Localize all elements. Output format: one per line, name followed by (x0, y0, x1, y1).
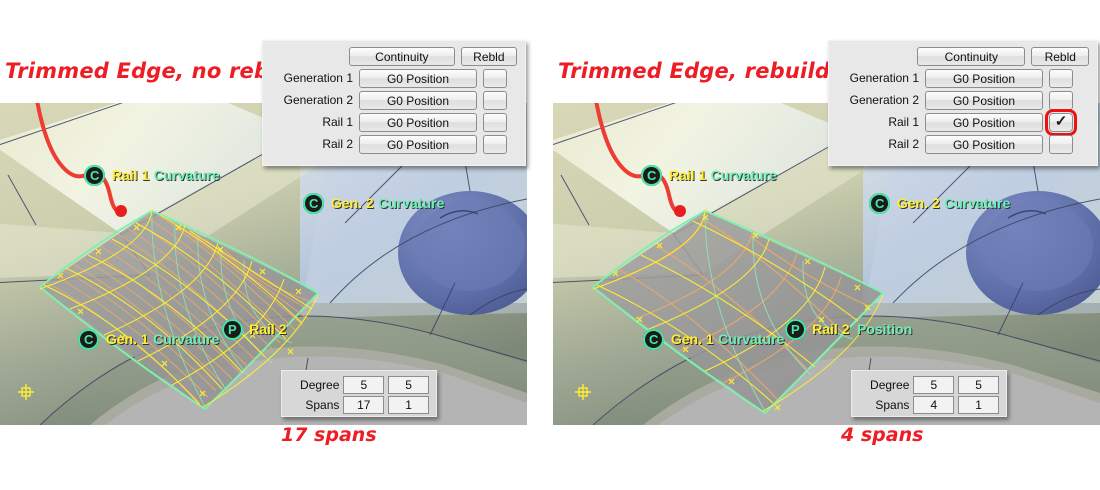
label-gen1-left: C Gen. 1 Curvature (78, 329, 220, 350)
annotation-right: Trimmed Edge, rebuild on (558, 59, 868, 83)
label-gen1-right: C Gen. 1 Curvature (643, 329, 785, 350)
degree-u-value[interactable]: 5 (343, 376, 385, 394)
dialog-row-rail-1: Rail 1 G0 Position (269, 113, 517, 132)
continuity-button-generation-1[interactable]: G0 Position (925, 69, 1043, 88)
rebuild-checkbox-rail-2[interactable] (1049, 135, 1073, 154)
row-label-rail-1: Rail 1 (322, 115, 353, 129)
row-label-generation-2: Generation 2 (849, 93, 919, 107)
row-label-generation-1: Generation 1 (849, 71, 919, 85)
continuity-marker-c-icon: C (84, 165, 106, 186)
caption-left: 17 spans (281, 424, 377, 446)
degree-u-value[interactable]: 5 (913, 376, 955, 394)
continuity-button-generation-2[interactable]: G0 Position (359, 91, 477, 110)
continuity-button-generation-1[interactable]: G0 Position (359, 69, 477, 88)
label-rail1-continuity: Curvature (153, 167, 220, 183)
continuity-marker-c-icon: C (303, 193, 325, 214)
label-rail1-left: C Rail 1 Curvature (84, 165, 220, 186)
continuity-header-button[interactable]: Continuity (917, 47, 1026, 66)
continuity-marker-c-icon: C (78, 329, 100, 350)
spans-row: Spans 17 1 (288, 396, 429, 414)
label-gen2-name: Gen. 2 (896, 195, 940, 211)
dialog-row-generation-2: Generation 2 G0 Position (269, 91, 517, 110)
degree-v-value[interactable]: 5 (388, 376, 429, 394)
rebuild-checkbox-generation-1[interactable] (1049, 69, 1073, 88)
label-gen2-continuity: Curvature (944, 195, 1011, 211)
row-label-rail-2: Rail 2 (322, 137, 353, 151)
dialog-row-rail-2: Rail 2 G0 Position (835, 135, 1089, 154)
edge-marker-icon (18, 384, 34, 400)
continuity-marker-c-icon: C (869, 193, 891, 214)
row-label-generation-2: Generation 2 (283, 93, 353, 107)
dialog-row-generation-1: Generation 1 G0 Position (269, 69, 517, 88)
continuity-dialog-left[interactable]: Continuity Rebld Generation 1 G0 Positio… (262, 40, 526, 166)
dialog-header-row: Continuity Rebld (835, 47, 1090, 66)
label-gen2-name: Gen. 2 (330, 195, 374, 211)
spans-row: Spans 4 1 (858, 396, 999, 414)
label-rail1-name: Rail 1 (111, 167, 150, 183)
spans-label: Spans (305, 398, 340, 412)
rebuild-header-button[interactable]: Rebld (1031, 47, 1090, 66)
spans-u-value[interactable]: 4 (913, 396, 955, 414)
label-gen1-name: Gen. 1 (670, 331, 714, 347)
spans-v-value[interactable]: 1 (958, 396, 999, 414)
rebuild-checkbox-generation-2[interactable] (1049, 91, 1073, 110)
continuity-button-rail-2[interactable]: G0 Position (359, 135, 477, 154)
rebuild-checkbox-rail-1[interactable] (483, 113, 507, 132)
degree-label: Degree (300, 378, 340, 392)
rebuild-checkbox-rail-2[interactable] (483, 135, 507, 154)
spans-u-value[interactable]: 17 (343, 396, 385, 414)
label-gen1-continuity: Curvature (153, 331, 220, 347)
continuity-marker-c-icon: C (641, 165, 663, 186)
degree-v-value[interactable]: 5 (958, 376, 999, 394)
rebuild-checkbox-rail-1[interactable] (1045, 109, 1077, 136)
dialog-row-generation-2: Generation 2 G0 Position (835, 91, 1089, 110)
label-gen1-continuity: Curvature (718, 331, 785, 347)
continuity-button-rail-1[interactable]: G0 Position (359, 113, 477, 132)
rebuild-header-button[interactable]: Rebld (460, 47, 517, 66)
row-label-generation-1: Generation 1 (283, 71, 353, 85)
degree-row: Degree 5 5 (858, 376, 999, 394)
continuity-button-rail-1[interactable]: G0 Position (925, 113, 1043, 132)
label-rail1-right: C Rail 1 Curvature (641, 165, 777, 186)
label-rail1-name: Rail 1 (668, 167, 707, 183)
dialog-header-row: Continuity Rebld (269, 47, 517, 66)
rebuild-checkbox-generation-2[interactable] (483, 91, 507, 110)
dialog-row-rail-2: Rail 2 G0 Position (269, 135, 517, 154)
caption-right: 4 spans (841, 424, 924, 446)
row-label-rail-2: Rail 2 (888, 137, 919, 151)
continuity-marker-c-icon: C (643, 329, 665, 350)
degree-label: Degree (870, 378, 910, 392)
continuity-button-generation-2[interactable]: G0 Position (925, 91, 1043, 110)
label-rail2-name: Rail 2 (812, 321, 850, 337)
continuity-button-rail-2[interactable]: G0 Position (925, 135, 1043, 154)
continuity-marker-p-icon: P (222, 319, 243, 340)
continuity-header-button[interactable]: Continuity (349, 47, 455, 66)
degree-spans-panel-left[interactable]: Degree 5 5 Spans 17 1 (281, 370, 437, 417)
spans-label: Spans (875, 398, 910, 412)
label-gen1-name: Gen. 1 (105, 331, 149, 347)
label-rail2-continuity: Position (856, 321, 913, 337)
label-rail1-continuity: Curvature (710, 167, 777, 183)
row-label-rail-1: Rail 1 (888, 115, 919, 129)
label-rail2-name: Rail 2 (249, 321, 287, 337)
rebuild-checkbox-generation-1[interactable] (483, 69, 507, 88)
surface-patch-left (18, 208, 319, 410)
edge-marker-icon (575, 384, 591, 400)
label-gen2-continuity: Curvature (378, 195, 445, 211)
degree-row: Degree 5 5 (288, 376, 429, 394)
spans-v-value[interactable]: 1 (388, 396, 429, 414)
label-gen2-left: C Gen. 2 Curvature (303, 193, 445, 214)
continuity-dialog-right[interactable]: Continuity Rebld Generation 1 G0 Positio… (828, 40, 1098, 166)
dialog-row-generation-1: Generation 1 G0 Position (835, 69, 1089, 88)
degree-spans-panel-right[interactable]: Degree 5 5 Spans 4 1 (851, 370, 1007, 417)
dialog-row-rail-1: Rail 1 G0 Position (835, 109, 1089, 136)
continuity-marker-p-icon: P (785, 319, 806, 340)
label-rail2-left: P Rail 2 (222, 319, 287, 340)
surface-patch-right (575, 208, 884, 414)
label-rail2-right: P Rail 2 Position (785, 319, 913, 340)
label-gen2-right: C Gen. 2 Curvature (869, 193, 1011, 214)
